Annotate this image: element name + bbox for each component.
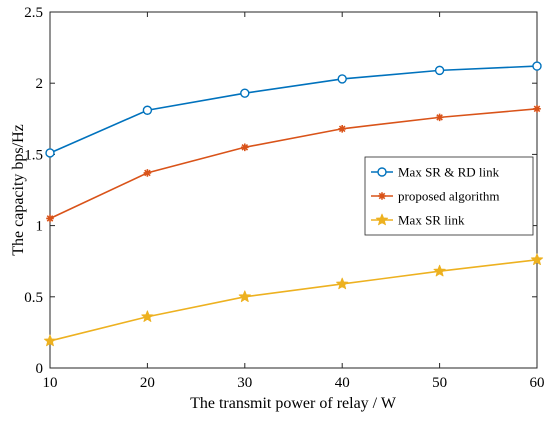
y-tick-label: 2.5 [24, 5, 43, 21]
y-tick-label: 0 [36, 361, 44, 377]
y-tick-label: 1.5 [24, 147, 43, 163]
legend: Max SR & RD link proposed algorithm Max SR… [364, 156, 534, 236]
x-tick-label: 60 [530, 375, 545, 391]
data-point [241, 143, 249, 152]
data-point [336, 277, 349, 290]
x-tick-label: 10 [43, 375, 58, 391]
legend-label: Max SR & RD link [398, 165, 500, 180]
legend-marker [377, 167, 387, 177]
x-tick-label: 40 [335, 375, 350, 391]
data-point [141, 310, 154, 322]
legend-label: Max SR link [398, 213, 465, 228]
series-line-0 [49, 65, 538, 154]
y-axis-title: The capacity bps/Hz [10, 124, 27, 256]
series-layer [43, 61, 544, 347]
legend-label: proposed algorithm [398, 189, 499, 204]
y-tick-label: 1 [36, 219, 44, 235]
legend-marker [375, 213, 389, 226]
data-point [530, 253, 544, 266]
data-point [238, 290, 251, 303]
x-axis-title: The transmit power of relay / W [190, 395, 397, 412]
data-point [435, 113, 444, 122]
x-tick-label: 20 [140, 375, 155, 391]
y-tick-label: 0.5 [24, 290, 43, 306]
series-line-2 [49, 258, 538, 342]
data-point [433, 264, 446, 277]
data-point [338, 124, 346, 133]
data-point [434, 65, 445, 76]
data-point [533, 105, 541, 113]
data-point [142, 105, 153, 115]
data-point [43, 334, 57, 347]
data-point [337, 74, 347, 84]
x-tick-label: 50 [432, 375, 447, 391]
series-line-1 [49, 108, 538, 220]
data-point [45, 148, 55, 158]
data-point [46, 214, 54, 223]
data-point [240, 88, 250, 98]
x-tick-label: 30 [237, 375, 252, 391]
y-tick-label: 2 [36, 76, 44, 92]
legend-marker [378, 192, 386, 200]
data-point [143, 169, 152, 177]
axis-ticks: 10 20 30 40 50 60 0 0.5 1 1.5 2 2.5 [24, 5, 544, 391]
data-point [532, 61, 542, 71]
